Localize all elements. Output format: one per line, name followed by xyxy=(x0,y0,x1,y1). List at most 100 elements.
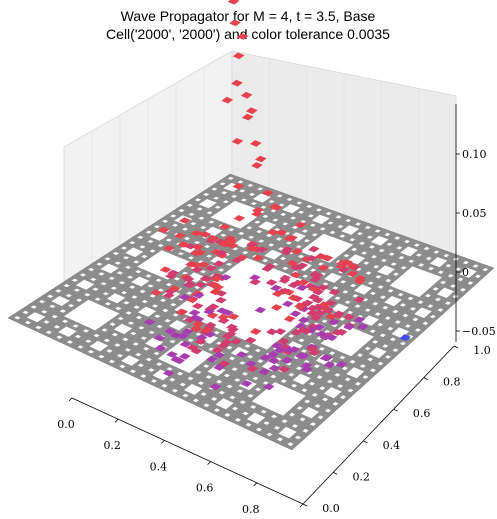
carpet-hole xyxy=(414,307,432,318)
carpet-hole xyxy=(288,372,295,377)
data-point xyxy=(335,328,348,336)
data-point xyxy=(261,189,274,197)
data-point xyxy=(270,304,283,311)
carpet-hole xyxy=(182,227,189,231)
carpet-hole xyxy=(445,264,452,268)
carpet-hole xyxy=(467,281,474,285)
wave-data-points xyxy=(143,0,411,391)
carpet-hole xyxy=(104,302,111,306)
y-tick-label: 0.6 xyxy=(413,407,431,420)
data-point xyxy=(157,226,170,234)
carpet-hole xyxy=(196,207,203,211)
x-axis-line xyxy=(71,397,304,505)
data-point xyxy=(328,288,341,296)
carpet-hole xyxy=(108,359,115,364)
carpet-hole xyxy=(239,189,246,193)
data-point xyxy=(246,245,258,252)
carpet-hole xyxy=(145,357,152,362)
carpet-hole xyxy=(346,367,365,379)
carpet-hole xyxy=(35,325,42,330)
carpet-hole xyxy=(45,330,52,335)
carpet-hole xyxy=(276,194,283,198)
data-point xyxy=(162,369,175,377)
carpet-hole xyxy=(164,319,171,323)
z-axis-ticks: −0.05 0 0.05 0.10 xyxy=(456,148,496,338)
carpet-hole xyxy=(219,182,226,186)
carpet-hole xyxy=(138,326,145,330)
carpet-hole xyxy=(357,353,363,357)
data-point xyxy=(254,306,267,314)
data-point xyxy=(315,253,327,260)
carpet-hole xyxy=(125,311,132,315)
carpet-hole xyxy=(88,267,95,272)
carpet-hole xyxy=(59,309,66,313)
data-point xyxy=(317,284,329,291)
carpet-hole xyxy=(14,316,21,320)
carpet-hole xyxy=(186,291,193,295)
carpet-hole xyxy=(482,267,489,272)
carpet-hole xyxy=(402,313,409,318)
data-point xyxy=(300,362,313,370)
data-point xyxy=(321,354,334,362)
carpet-hole xyxy=(277,437,283,442)
data-point xyxy=(222,238,235,245)
carpet-hole xyxy=(155,278,162,282)
carpet-hole xyxy=(96,262,103,266)
carpet-hole xyxy=(49,304,56,309)
carpet-hole xyxy=(387,326,394,331)
carpet-hole xyxy=(286,241,292,245)
carpet-hole xyxy=(238,231,245,236)
carpet-hole xyxy=(289,412,296,417)
carpet-hole xyxy=(71,278,78,282)
data-point xyxy=(175,308,188,316)
carpet-hole xyxy=(344,300,351,304)
carpet-hole xyxy=(129,285,136,289)
data-point xyxy=(337,266,350,273)
carpet-hole xyxy=(171,388,178,393)
data-point xyxy=(227,313,240,320)
carpet-hole xyxy=(364,308,371,312)
data-point xyxy=(312,296,324,304)
data-point xyxy=(245,107,258,115)
data-point xyxy=(190,230,203,237)
carpet-hole xyxy=(90,277,97,281)
carpet-hole xyxy=(410,307,416,311)
data-point xyxy=(174,232,186,239)
carpet-hole xyxy=(428,266,434,271)
carpet-hole xyxy=(206,211,213,215)
y-tick-mark xyxy=(302,503,308,507)
carpet-hole xyxy=(349,359,356,364)
carpet-hole xyxy=(211,187,218,191)
carpet-hole xyxy=(317,415,324,420)
carpet-hole xyxy=(84,293,91,297)
carpet-hole xyxy=(459,267,477,278)
carpet-hole xyxy=(274,426,280,430)
carpet-hole xyxy=(247,412,266,424)
carpet-hole xyxy=(140,374,147,378)
carpet-hole xyxy=(264,249,283,260)
data-point xyxy=(199,231,212,238)
carpet-hole xyxy=(198,216,205,220)
data-point xyxy=(143,318,156,326)
carpet-hole xyxy=(324,330,330,334)
data-point xyxy=(308,349,321,356)
carpet-hole xyxy=(102,292,109,296)
carpet-hole xyxy=(427,304,434,308)
carpet-hole xyxy=(475,274,481,278)
carpet-hole xyxy=(384,316,391,320)
carpet-hole xyxy=(385,278,392,283)
carpet-hole xyxy=(299,417,306,422)
carpet-hole xyxy=(149,294,156,298)
carpet-hole xyxy=(310,422,316,426)
carpet-hole xyxy=(340,280,346,284)
data-point xyxy=(205,264,217,272)
data-point xyxy=(168,285,181,292)
data-point xyxy=(312,288,324,296)
data-point xyxy=(244,336,257,344)
data-point xyxy=(306,345,319,353)
carpet-hole xyxy=(291,383,298,388)
carpet-hole xyxy=(334,296,341,300)
carpet-hole xyxy=(318,347,325,351)
carpet-hole xyxy=(282,222,289,226)
carpet-hole xyxy=(347,310,353,315)
